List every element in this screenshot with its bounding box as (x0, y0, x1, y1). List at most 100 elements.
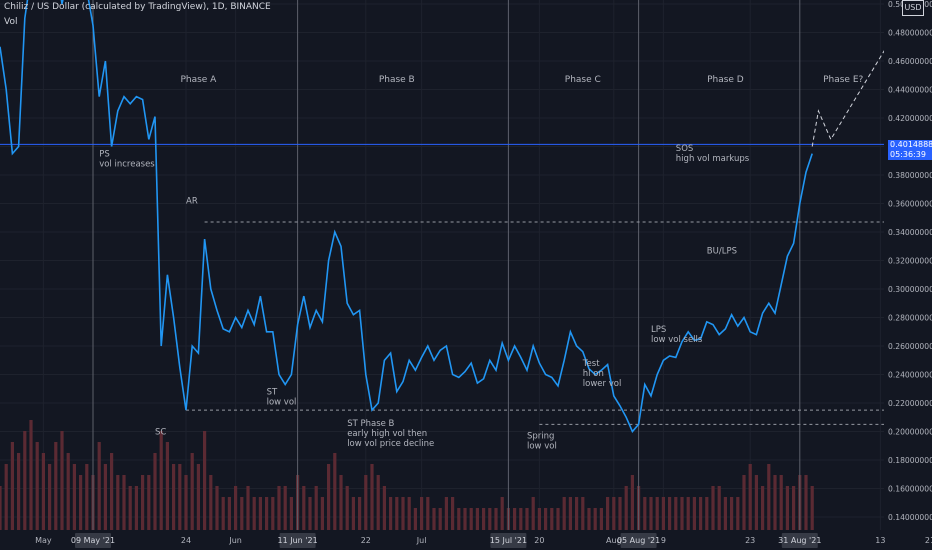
x-tick-label: 20 (534, 536, 544, 545)
volume-bar (519, 508, 523, 530)
y-tick-label: 0.22000000 (888, 399, 932, 408)
y-tick-label: 0.42000000 (888, 114, 932, 123)
volume-bar (246, 486, 250, 530)
volume-bar (258, 497, 262, 530)
volume-bar (23, 431, 27, 530)
x-tick-label: Jun (228, 536, 242, 545)
volume-bar (482, 508, 486, 530)
volume-bar (562, 497, 566, 530)
volume-bar (128, 486, 132, 530)
chart-title: Chiliz / US Dollar (calculated by Tradin… (4, 2, 271, 12)
volume-bar (72, 464, 76, 530)
y-tick-label: 0.30000000 (888, 285, 932, 294)
annotation-text: SOS (676, 144, 693, 154)
x-axis[interactable]: May 24 Jun 22 Jul 20 Aug 9 23 13 21 09 May '21 11 Ju… (35, 533, 932, 548)
volume-bar (420, 497, 424, 530)
volume-bar (29, 420, 33, 530)
volume-bar (500, 497, 504, 530)
volume-bar (60, 431, 64, 530)
annotation-text: early high vol then (347, 429, 427, 439)
volume-bar (668, 497, 672, 530)
annotation-text: hl on (583, 369, 604, 379)
x-marker-badge (620, 533, 657, 548)
y-tick-label: 0.16000000 (888, 485, 932, 494)
y-tick-label: 0.26000000 (888, 342, 932, 351)
volume-bar (413, 508, 417, 530)
x-marker-label: 31 Aug '21 (778, 536, 821, 545)
x-tick-label: 13 (875, 536, 885, 545)
volume-bar (686, 497, 690, 530)
phase-label: Phase C (565, 75, 601, 85)
volume-bar (550, 508, 554, 530)
x-marker-badge (781, 533, 818, 548)
volume-bar (754, 475, 758, 530)
volume-bar (810, 486, 814, 530)
annotation-text: vol increases (99, 159, 155, 169)
volume-bar (364, 475, 368, 530)
volume-bar (389, 497, 393, 530)
volume-bar (730, 497, 734, 530)
volume-bar (302, 486, 306, 530)
annotation-text: low vol (267, 397, 297, 407)
date-marker-lines (92, 0, 801, 530)
y-tick-label: 0.24000000 (888, 371, 932, 380)
phase-label: Phase E? (823, 75, 863, 85)
y-tick-label: 0.28000000 (888, 314, 932, 323)
volume-bar (575, 497, 579, 530)
y-tick-label: 0.14000000 (888, 513, 932, 522)
x-marker-label: 11 Jun '21 (278, 536, 318, 545)
volume-bar (699, 497, 703, 530)
x-marker-label: 15 Jul '21 (490, 536, 527, 545)
volume-bar (153, 453, 157, 530)
volume-bar (333, 453, 337, 530)
volume-bar (469, 508, 473, 530)
volume-bar (717, 486, 721, 530)
x-marker-badge (279, 533, 316, 548)
annotation-text: low vol sells (651, 335, 703, 345)
volume-bar (525, 508, 529, 530)
volume-bar (376, 475, 380, 530)
volume-bar (451, 497, 455, 530)
volume-bar (277, 486, 281, 530)
volume-bar (692, 497, 696, 530)
volume-bar (240, 497, 244, 530)
volume-bar (190, 453, 194, 530)
volume-bar (85, 464, 89, 530)
volume-bar (513, 508, 517, 530)
volume-bar (147, 475, 151, 530)
volume-bar (382, 486, 386, 530)
phase-label: Phase A (180, 75, 217, 85)
volume-bar (48, 464, 52, 530)
volume-bar (184, 475, 188, 530)
annotation-text: low vol price decline (347, 439, 434, 449)
volume-bar (221, 497, 225, 530)
currency-button[interactable]: USD (902, 0, 924, 16)
volume-bar (339, 475, 343, 530)
volume-indicator-label[interactable]: Vol (4, 17, 18, 27)
volume-bar (748, 464, 752, 530)
y-tick-label: 0.34000000 (888, 228, 932, 237)
volume-bar (103, 464, 107, 530)
volume-bar (736, 497, 740, 530)
volume-bar (463, 508, 467, 530)
volume-bar (265, 497, 269, 530)
volume-bar (742, 475, 746, 530)
volume-bar (581, 497, 585, 530)
volume-bar (618, 497, 622, 530)
volume-bars (0, 420, 814, 530)
y-tick-label: 0.46000000 (888, 57, 932, 66)
volume-bar (556, 508, 560, 530)
x-tick-label: 22 (361, 536, 371, 545)
annotation-text: Test (582, 359, 600, 369)
volume-bar (196, 464, 200, 530)
volume-bar (314, 486, 318, 530)
y-tick-label: 0.32000000 (888, 257, 932, 266)
volume-bar (79, 475, 83, 530)
annotation-text: Spring (527, 432, 554, 442)
x-tick-label: May (35, 536, 52, 545)
volume-bar (97, 442, 101, 530)
volume-bar (494, 508, 498, 530)
volume-bar (444, 497, 448, 530)
volume-bar (612, 497, 616, 530)
